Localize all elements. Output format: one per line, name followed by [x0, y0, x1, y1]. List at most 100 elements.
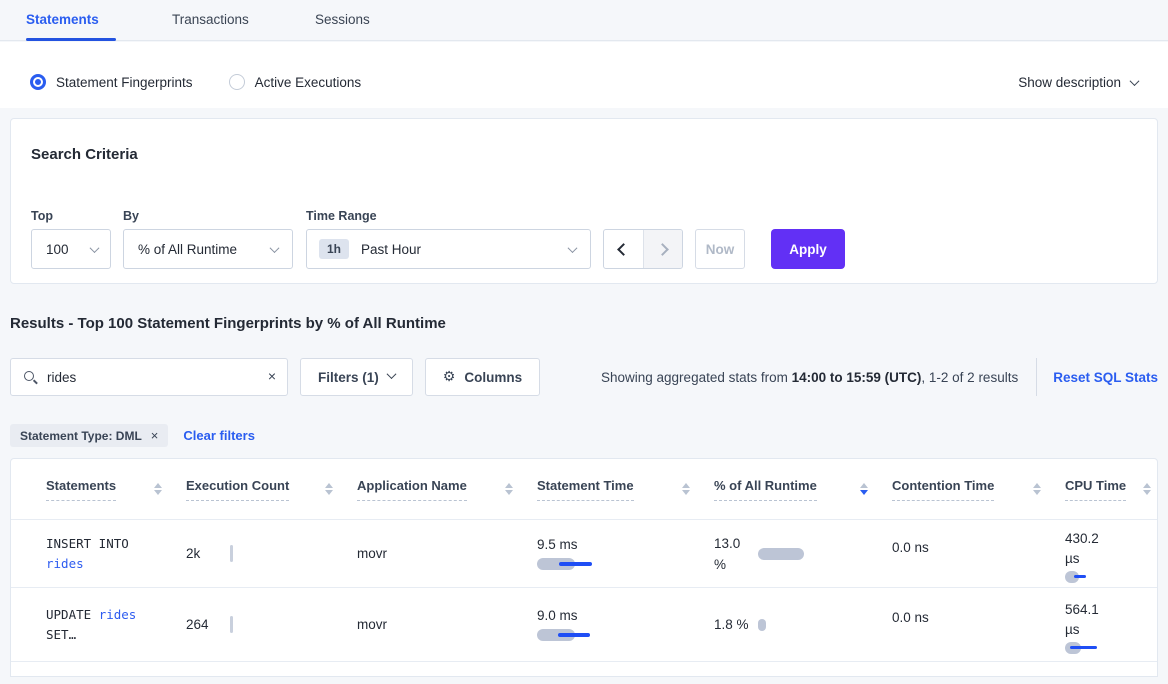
header-execution-count[interactable]: Execution Count: [186, 478, 357, 501]
filter-chip-label: Statement Type: DML: [20, 428, 142, 443]
columns-button[interactable]: ⚙ Columns: [424, 358, 541, 396]
header-label[interactable]: % of All Runtime: [714, 478, 817, 501]
header-statement-time[interactable]: Statement Time: [537, 478, 714, 501]
tab-statements[interactable]: Statements: [26, 12, 99, 27]
sort-icon[interactable]: [154, 483, 162, 495]
aggregated-stats-text: Showing aggregated stats from 14:00 to 1…: [601, 370, 1018, 385]
header-label[interactable]: Application Name: [357, 478, 467, 501]
header-statements[interactable]: Statements: [46, 478, 186, 501]
chevron-left-icon: [617, 242, 630, 256]
tab-transactions[interactable]: Transactions: [172, 12, 249, 27]
header-label[interactable]: Statements: [46, 478, 117, 501]
radio-unselected-icon[interactable]: [228, 74, 245, 90]
cpu-time-value: 430.2: [1065, 530, 1099, 546]
header-contention-time[interactable]: Contention Time: [892, 478, 1065, 501]
cpu-time-unit: µs: [1065, 621, 1080, 637]
tab-sessions[interactable]: Sessions: [315, 12, 370, 27]
pct-runtime-cell: 13.0 %: [714, 533, 892, 575]
table-row[interactable]: UPDATE rides SET… 264 movr 9.0 ms 1.8 % …: [11, 588, 1157, 662]
radio-active-executions-label: Active Executions: [254, 74, 362, 90]
chevron-down-icon: [567, 242, 578, 253]
header-label[interactable]: CPU Time: [1065, 478, 1127, 501]
application-name-cell: movr: [357, 617, 387, 632]
cpu-time-value: 564.1: [1065, 601, 1099, 617]
search-box: ×: [10, 358, 288, 396]
sort-icon[interactable]: [505, 483, 513, 495]
by-select-value: % of All Runtime: [138, 241, 238, 257]
header-label[interactable]: Execution Count: [186, 478, 290, 501]
results-heading: Results - Top 100 Statement Fingerprints…: [10, 315, 446, 332]
show-description-label: Show description: [1018, 74, 1121, 90]
execution-count-cell: 264: [186, 616, 357, 633]
statement-time-value: 9.5 ms: [537, 537, 578, 552]
sort-icon[interactable]: [682, 483, 690, 495]
chevron-right-icon: [656, 242, 670, 256]
time-range-pager: [603, 229, 683, 269]
statement-cell: INSERT INTO rides: [46, 534, 186, 574]
apply-button[interactable]: Apply: [771, 229, 845, 269]
next-time-range-button[interactable]: [642, 230, 682, 268]
statement-time-cell: 9.0 ms: [537, 608, 714, 641]
cpu-time-cell: 564.1 µs: [1065, 596, 1157, 654]
radio-statement-fingerprints-label: Statement Fingerprints: [56, 74, 193, 90]
sort-icon[interactable]: [1033, 483, 1041, 495]
application-name-cell: movr: [357, 546, 387, 561]
radio-selected-icon[interactable]: [30, 74, 46, 90]
sql-text: INSERT INTO: [46, 535, 129, 551]
top-select[interactable]: 100: [31, 229, 111, 269]
statement-link[interactable]: rides: [98, 606, 137, 622]
clear-filters-link[interactable]: Clear filters: [183, 428, 255, 443]
header-label[interactable]: Statement Time: [537, 478, 634, 501]
pct-runtime-bar: [758, 618, 766, 631]
header-application-name[interactable]: Application Name: [357, 478, 537, 501]
previous-time-range-button[interactable]: [604, 230, 643, 268]
cpu-time-bar: [1065, 641, 1097, 654]
by-field-label: By: [123, 209, 139, 223]
time-range-select[interactable]: 1h Past Hour: [306, 229, 591, 269]
execution-count-value: 264: [186, 617, 209, 632]
pct-runtime-cell: 1.8 %: [714, 614, 892, 635]
statement-cell: UPDATE rides SET…: [46, 605, 186, 645]
cpu-time-cell: 430.2 µs: [1065, 525, 1157, 583]
chevron-down-icon: [386, 369, 397, 380]
time-range-value: Past Hour: [361, 241, 422, 257]
columns-button-label: Columns: [464, 369, 523, 385]
header-cpu-time[interactable]: CPU Time: [1065, 478, 1157, 501]
sort-icon[interactable]: [325, 483, 333, 495]
statement-time-cell: 9.5 ms: [537, 537, 714, 570]
stats-time-range: 14:00 to 15:59 (UTC): [791, 369, 922, 385]
contention-time-cell: 0.0 ns: [892, 540, 929, 555]
statement-time-value: 9.0 ms: [537, 608, 578, 623]
radio-statement-fingerprints[interactable]: Statement Fingerprints: [30, 74, 193, 90]
remove-filter-icon[interactable]: ×: [150, 428, 159, 443]
active-filters-row: Statement Type: DML × Clear filters: [10, 424, 255, 447]
gear-icon: ⚙: [442, 369, 456, 385]
table-row[interactable]: INSERT INTO rides 2k movr 9.5 ms 13.0 % …: [11, 520, 1157, 588]
radio-active-executions[interactable]: Active Executions: [228, 74, 362, 90]
now-button[interactable]: Now: [695, 229, 745, 269]
toolbar-divider: [1036, 358, 1038, 396]
search-input[interactable]: [11, 359, 287, 395]
active-tab-underline: [26, 38, 116, 41]
header-pct-all-runtime[interactable]: % of All Runtime: [714, 478, 892, 501]
pct-runtime-value: 13.0 %: [714, 535, 741, 572]
filters-button[interactable]: Filters (1): [300, 358, 413, 396]
table-header-row: Statements Execution Count Application N…: [11, 459, 1157, 520]
chevron-down-icon: [269, 242, 280, 253]
statement-link[interactable]: rides: [46, 555, 84, 571]
show-description-toggle[interactable]: Show description: [1018, 74, 1140, 90]
chevron-down-icon: [1129, 75, 1140, 86]
header-label[interactable]: Contention Time: [892, 478, 995, 501]
filter-chip-statement-type[interactable]: Statement Type: DML ×: [10, 424, 169, 447]
reset-sql-stats-link[interactable]: Reset SQL Stats: [1053, 369, 1158, 385]
clear-search-icon[interactable]: ×: [267, 368, 276, 384]
sort-icon-active-desc[interactable]: [860, 483, 868, 495]
statements-table: Statements Execution Count Application N…: [10, 458, 1158, 677]
time-range-badge: 1h: [319, 239, 350, 259]
by-select[interactable]: % of All Runtime: [123, 229, 293, 269]
pct-runtime-bar: [758, 547, 804, 560]
sort-icon[interactable]: [1143, 483, 1151, 495]
sql-activity-tabbar: Statements Transactions Sessions: [0, 0, 1168, 41]
results-toolbar: × Filters (1) ⚙ Columns Showing aggregat…: [10, 358, 1158, 396]
execution-count-cell: 2k: [186, 545, 357, 562]
